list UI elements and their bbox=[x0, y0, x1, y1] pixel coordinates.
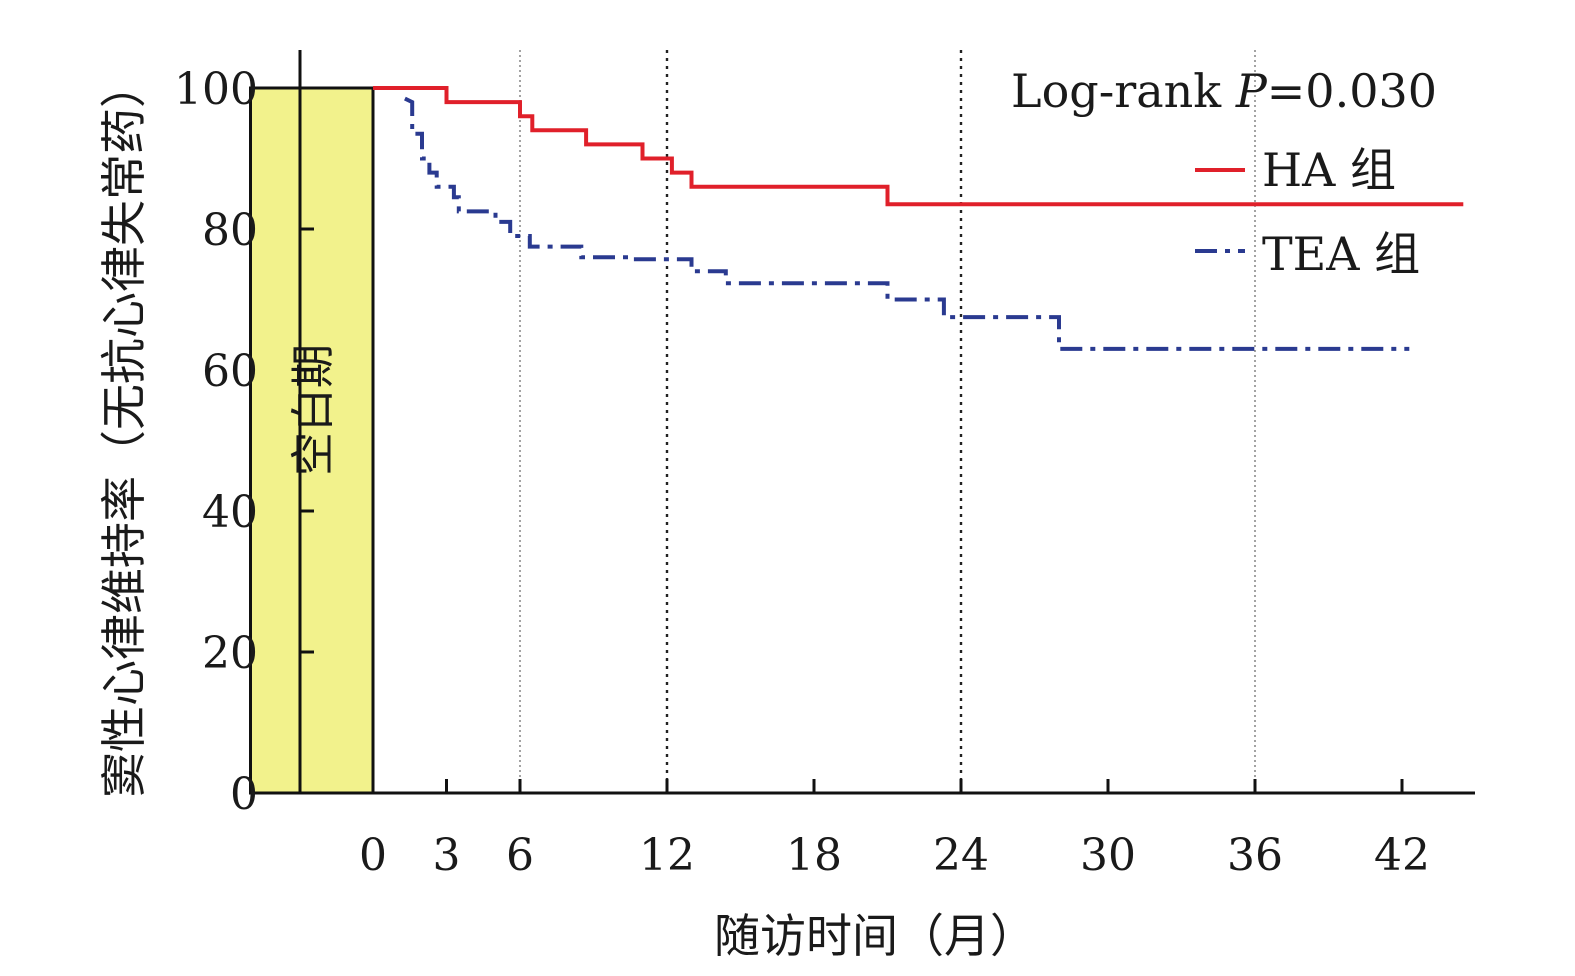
x-tick-label-30: 30 bbox=[1080, 830, 1136, 881]
x-tick-label-36: 36 bbox=[1227, 830, 1283, 881]
x-tick-label-42: 42 bbox=[1374, 830, 1430, 881]
reference-lines bbox=[519, 50, 1256, 793]
x-tick-label-18: 18 bbox=[786, 830, 842, 881]
x-tick-label-3: 3 bbox=[433, 830, 461, 881]
y-tick-label-0: 0 bbox=[230, 769, 258, 820]
x-tick-label-24: 24 bbox=[933, 830, 989, 881]
x-tick-label-6: 6 bbox=[506, 830, 534, 881]
series-lines bbox=[373, 86, 1464, 351]
axis-labels: 随访时间（月） 窦性心律维持率（无抗心律失常药） bbox=[97, 62, 1036, 963]
y-tick-label-100: 100 bbox=[174, 64, 258, 115]
y-axis-label: 窦性心律维持率（无抗心律失常药） bbox=[97, 62, 151, 798]
y-tick-label-60: 60 bbox=[202, 346, 258, 397]
y-tick-label-20: 20 bbox=[202, 628, 258, 679]
x-tick-label-12: 12 bbox=[639, 830, 695, 881]
blank-period-label: 空白期 bbox=[288, 344, 339, 476]
axes bbox=[298, 50, 1475, 795]
series-line-ha bbox=[373, 86, 1464, 207]
x-tick-label-0: 0 bbox=[359, 830, 387, 881]
legend: Log-rank P=0.030 HA 组 TEA 组 bbox=[1011, 64, 1437, 281]
y-tick-label-80: 80 bbox=[202, 205, 258, 256]
legend-label-tea: TEA 组 bbox=[1262, 227, 1420, 281]
series-line-tea bbox=[404, 96, 1410, 351]
legend-label-ha: HA 组 bbox=[1262, 143, 1396, 197]
log-rank-annotation: Log-rank P=0.030 bbox=[1011, 64, 1437, 118]
y-tick-label-40: 40 bbox=[202, 487, 258, 538]
x-axis-label: 随访时间（月） bbox=[714, 909, 1036, 963]
blank-period: 空白期 bbox=[249, 86, 375, 795]
